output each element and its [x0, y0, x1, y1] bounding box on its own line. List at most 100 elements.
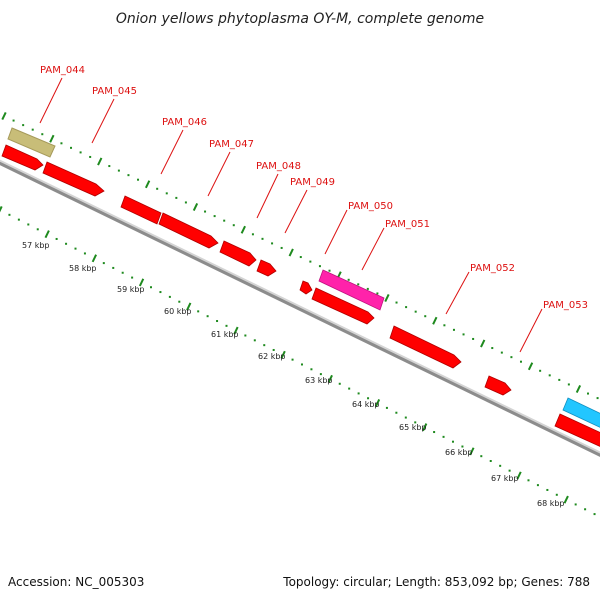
- ruler-dot: [12, 119, 15, 122]
- ruler-dot: [472, 337, 475, 340]
- ruler-dot: [65, 242, 68, 245]
- feature-pam-049[interactable]: [299, 280, 313, 295]
- ruler-tick: [288, 248, 294, 257]
- feature-pam-044[interactable]: [7, 127, 56, 158]
- ruler-dot: [225, 324, 228, 327]
- ruler-tick: [374, 399, 381, 408]
- gene-label: PAM_052: [470, 263, 515, 274]
- feature-track: [1, 127, 600, 450]
- callout-pam-045[interactable]: PAM_045: [91, 86, 137, 144]
- feature-misc[interactable]: [562, 397, 600, 431]
- ruler-dot: [310, 368, 313, 371]
- kbp-label: 66 kbp: [445, 448, 473, 457]
- ruler-dot: [8, 213, 11, 216]
- gene-label: PAM_053: [543, 300, 588, 311]
- kbp-label: 65 kbp: [399, 423, 427, 432]
- ruler-dot: [253, 339, 256, 342]
- feature-pam-046[interactable]: [120, 195, 162, 225]
- ruler-dot: [216, 320, 219, 323]
- accession-text: Accession: NC_005303: [8, 575, 144, 589]
- callout-pam-044[interactable]: PAM_044: [39, 65, 85, 124]
- callout-pam-052[interactable]: PAM_052: [445, 263, 515, 315]
- ruler-tick: [516, 471, 522, 480]
- ruler-dot: [22, 124, 25, 127]
- ruler-dot: [596, 397, 599, 400]
- ruler-dot: [309, 260, 312, 263]
- gene-label: PAM_047: [209, 139, 254, 150]
- ruler-dot: [89, 155, 92, 158]
- callout-pam-050[interactable]: PAM_050: [324, 201, 393, 255]
- ruler-dot: [499, 464, 502, 467]
- ruler-dot: [204, 210, 207, 213]
- ruler-tick: [384, 293, 390, 303]
- callout-pam-053[interactable]: PAM_053: [519, 300, 588, 353]
- ruler-dot: [175, 196, 178, 199]
- feature-pam-051[interactable]: [318, 269, 385, 311]
- ruler-tick: [280, 350, 286, 359]
- ruler-dot: [184, 201, 187, 204]
- ruler-dot: [519, 360, 522, 363]
- ruler-dot: [251, 233, 254, 236]
- gene-label: PAM_049: [290, 177, 335, 188]
- ruler-dot: [131, 276, 134, 279]
- backbone: [0, 159, 600, 457]
- callout-pam-047[interactable]: PAM_047: [207, 139, 254, 197]
- ruler-dot: [489, 459, 492, 462]
- ruler-dot: [60, 142, 63, 145]
- kbp-label: 60 kbp: [164, 307, 192, 316]
- feature-pam-053[interactable]: [484, 375, 512, 396]
- ruler-dot: [452, 328, 455, 331]
- feature-cds[interactable]: [158, 212, 219, 249]
- gene-label: PAM_050: [348, 201, 393, 212]
- feature-pam-050[interactable]: [311, 287, 375, 325]
- genome-title: Onion yellows phytoplasma OY-M, complete…: [116, 11, 484, 27]
- gene-label: PAM_048: [256, 161, 301, 172]
- ruler-dot: [261, 237, 264, 240]
- ruler-dot: [584, 508, 587, 511]
- ruler-dot: [593, 513, 596, 516]
- feature-pam-048[interactable]: [256, 259, 277, 277]
- ruler-dot: [404, 416, 407, 419]
- ruler-dot: [558, 378, 561, 381]
- ruler-dot: [491, 347, 494, 350]
- ruler-tick: [49, 134, 55, 143]
- ruler-dot: [539, 369, 542, 372]
- ruler-dot: [271, 242, 274, 245]
- ruler-dot: [318, 265, 321, 268]
- ruler-dot: [280, 246, 283, 249]
- ruler-tick: [0, 205, 3, 213]
- ruler-dot: [272, 348, 275, 351]
- ruler-dot: [299, 256, 302, 259]
- ruler-dot: [442, 435, 445, 438]
- kbp-label: 63 kbp: [305, 376, 333, 385]
- topology-summary: Topology: circular; Length: 853,092 bp; …: [282, 575, 590, 589]
- ruler-dot: [338, 382, 341, 385]
- feature-pam-052[interactable]: [389, 325, 462, 369]
- ruler-tick: [1, 111, 7, 121]
- callout-pam-048[interactable]: PAM_048: [256, 161, 301, 219]
- ruler-dot: [159, 291, 162, 294]
- feature-pam-045[interactable]: [42, 161, 105, 197]
- callout-pam-046[interactable]: PAM_046: [160, 117, 207, 175]
- ruler-tick: [575, 384, 582, 394]
- ruler-dot: [70, 146, 73, 149]
- kbp-label: 67 kbp: [491, 474, 519, 483]
- ruler-dot: [357, 392, 360, 395]
- ruler-tick: [91, 254, 97, 263]
- ruler-dot: [55, 237, 58, 240]
- feature-cds[interactable]: [554, 413, 600, 450]
- feature-cds[interactable]: [1, 144, 44, 171]
- ruler-dot: [31, 128, 34, 131]
- callout-pam-049[interactable]: PAM_049: [284, 177, 335, 234]
- ruler-dot: [36, 228, 39, 231]
- callout-pam-051[interactable]: PAM_051: [361, 219, 430, 271]
- ruler-dot: [263, 344, 266, 347]
- ruler-dot: [117, 169, 120, 172]
- kbp-label: 59 kbp: [117, 285, 145, 294]
- ruler-dot: [168, 295, 171, 298]
- feature-pam-047[interactable]: [219, 240, 257, 267]
- ruler-tick: [97, 157, 103, 166]
- ruler-dot: [156, 187, 159, 190]
- ruler-dot: [121, 271, 124, 274]
- ruler-dot: [510, 356, 513, 359]
